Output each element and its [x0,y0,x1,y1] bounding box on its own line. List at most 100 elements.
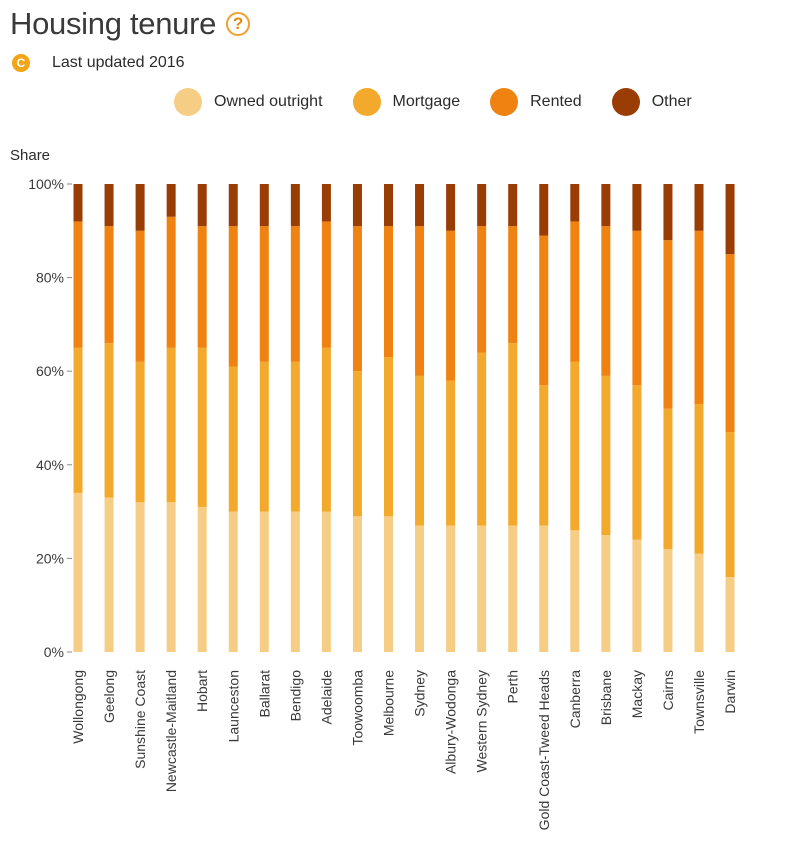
bar-segment-rented [384,226,393,358]
bar-segment-other [104,184,114,227]
legend-swatch-other [611,88,640,116]
bar-segment-rented [446,230,456,381]
bar-segment-owned-outright [197,506,207,652]
bar-segment-other [415,184,425,227]
bar-segment-rented [135,230,145,362]
bar-segment-rented [166,216,176,348]
bar-segment-mortgage [290,361,300,512]
x-tick-label: Townsville [691,670,707,734]
legend-item-other[interactable]: Other [611,88,692,116]
x-tick-label: Mackay [629,670,645,718]
legend-label: Rented [530,93,582,110]
x-tick-label: Perth [505,670,521,703]
bar-segment-mortgage [259,361,269,512]
x-tick-label: Darwin [722,670,738,714]
bar-segment-mortgage [694,403,704,554]
legend-swatch-owned-outright [174,88,202,116]
chart-legend: Owned outright Mortgage Rented Other [174,88,722,116]
bar-segment-rented [104,226,114,344]
bar-segment-other [384,184,393,227]
bar-segment-owned-outright [570,530,580,652]
bar-segment-rented [228,226,238,367]
bar-segment-other [197,184,207,227]
bar-segment-rented [197,226,207,348]
bar-segment-rented [570,221,580,362]
bar-segment-owned-outright [632,539,642,652]
x-tick-label: Adelaide [318,670,334,725]
bar-segment-other [508,184,518,227]
legend-label: Owned outright [214,93,323,110]
bar-segment-owned-outright [446,525,456,652]
bar-segment-other [321,184,331,222]
stacked-bar-chart: Share 0% 20% 40% 60% 80% 100% Wollongong Geelong… [10,147,738,830]
bar-segment-other [228,184,238,227]
bar-segment-owned-outright [694,553,704,652]
bar-segment-owned-outright [228,511,238,652]
bar-segment-rented [415,226,425,376]
x-tick-label: Launceston [225,670,241,742]
x-tick-label: Brisbane [598,670,614,725]
x-tick-label: Western Sydney [474,670,490,772]
bar-segment-owned-outright [663,549,673,652]
bar-segment-mortgage [384,357,393,517]
bar-segment-owned-outright [135,502,145,652]
x-tick-label: Albury-Wodonga [443,670,459,774]
x-tick-label: Wollongong [70,670,86,744]
bar-segment-mortgage [415,375,425,526]
bar-segment-rented [477,226,487,353]
bar-segment-mortgage [601,375,611,535]
bar-segment-mortgage [570,361,580,531]
bar-segment-other [135,184,145,231]
bar-segment-other [539,184,549,236]
bar-segment-mortgage [632,385,642,540]
bar-segment-owned-outright [259,511,269,652]
x-tick-label: Ballarat [256,670,272,718]
y-tick-label: 20% [36,550,64,566]
bar-segment-rented [321,221,331,348]
bar-segment-mortgage [228,366,238,512]
x-tick-label: Melbourne [381,670,397,736]
c-badge-icon: C [12,54,30,72]
bar-segment-rented [725,254,735,433]
bar-segment-other [632,184,642,231]
bar-segment-owned-outright [539,525,549,652]
bar-segment-owned-outright [352,516,362,652]
bar-segment-mortgage [104,343,114,498]
bar-segment-mortgage [725,432,735,578]
bar-segment-owned-outright [166,502,176,652]
bar-segment-mortgage [446,380,456,526]
last-updated: C Last updated 2016 [12,54,185,72]
bar-segment-mortgage [135,361,145,503]
bar-segment-owned-outright [384,516,393,652]
bar-segment-other [352,184,362,227]
x-tick-label: Hobart [194,670,210,712]
legend-item-rented[interactable]: Rented [490,88,582,116]
bar-segment-other [477,184,487,227]
page-title: Housing tenure [10,6,217,41]
y-tick-label: 40% [36,457,64,473]
bar-segment-rented [694,230,704,404]
y-axis-label: Share [10,147,50,164]
x-tick-label: Sunshine Coast [132,670,148,769]
y-tick-label: 0% [44,644,64,660]
bar-segment-rented [539,235,549,386]
legend-item-owned-outright[interactable]: Owned outright [174,88,323,116]
x-tick-label: Sydney [412,670,428,717]
bar-segment-rented [663,240,673,409]
bar-segment-other [601,184,611,227]
y-tick-label: 60% [36,363,64,379]
y-tick-label: 100% [28,176,64,192]
bar-segment-mortgage [508,343,518,526]
bar-segment-owned-outright [321,511,331,652]
legend-item-mortgage[interactable]: Mortgage [352,88,460,116]
bar-segment-owned-outright [508,525,518,652]
bar-segment-mortgage [321,347,331,512]
help-icon[interactable]: ? [226,12,251,36]
x-tick-label: Canberra [567,670,583,729]
x-tick-label: Cairns [660,670,676,710]
bar-segment-other [73,184,83,222]
bar-segment-rented [508,226,518,344]
bar-segment-owned-outright [601,535,611,652]
bar-segment-owned-outright [477,525,487,652]
bar-segment-mortgage [73,347,83,493]
